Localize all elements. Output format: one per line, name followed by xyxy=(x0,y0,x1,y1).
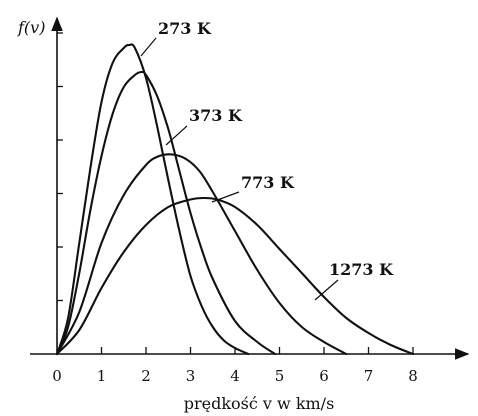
x-tick-label-5: 5 xyxy=(275,367,285,385)
x-tick-label-1: 1 xyxy=(97,367,107,385)
x-tick-label-4: 4 xyxy=(230,367,240,385)
curve-773-k xyxy=(55,153,348,356)
x-tick-label-3: 3 xyxy=(186,367,196,385)
x-tick-label-0: 0 xyxy=(52,367,62,385)
x-tick-label-6: 6 xyxy=(319,367,329,385)
series-label-1273-k: 1273 K xyxy=(329,260,394,279)
curves xyxy=(55,43,415,356)
axes xyxy=(30,16,470,360)
leader-line-373-k xyxy=(165,125,188,146)
curve-373-k xyxy=(55,70,277,356)
curve-1273-k xyxy=(55,196,415,356)
series-label-773-k: 773 K xyxy=(241,173,295,192)
series-labels: 273 K 373 K 773 K 1273 K xyxy=(140,19,394,301)
x-tick-label-8: 8 xyxy=(408,367,418,385)
x-tick-label-7: 7 xyxy=(364,367,374,385)
y-axis-title: f(v) xyxy=(17,18,45,37)
leader-line-1273-k xyxy=(314,279,339,301)
leader-line-273-k xyxy=(140,37,157,57)
x-axis-title: prędkość v w km/s xyxy=(184,394,335,413)
leader-line-773-k xyxy=(211,191,240,203)
series-label-273-k: 273 K xyxy=(158,19,212,38)
y-ticks xyxy=(57,32,63,302)
series-label-373-k: 373 K xyxy=(189,106,243,125)
x-ticks: 0 1 2 3 4 5 6 7 8 xyxy=(52,347,418,385)
x-tick-label-2: 2 xyxy=(141,367,151,385)
